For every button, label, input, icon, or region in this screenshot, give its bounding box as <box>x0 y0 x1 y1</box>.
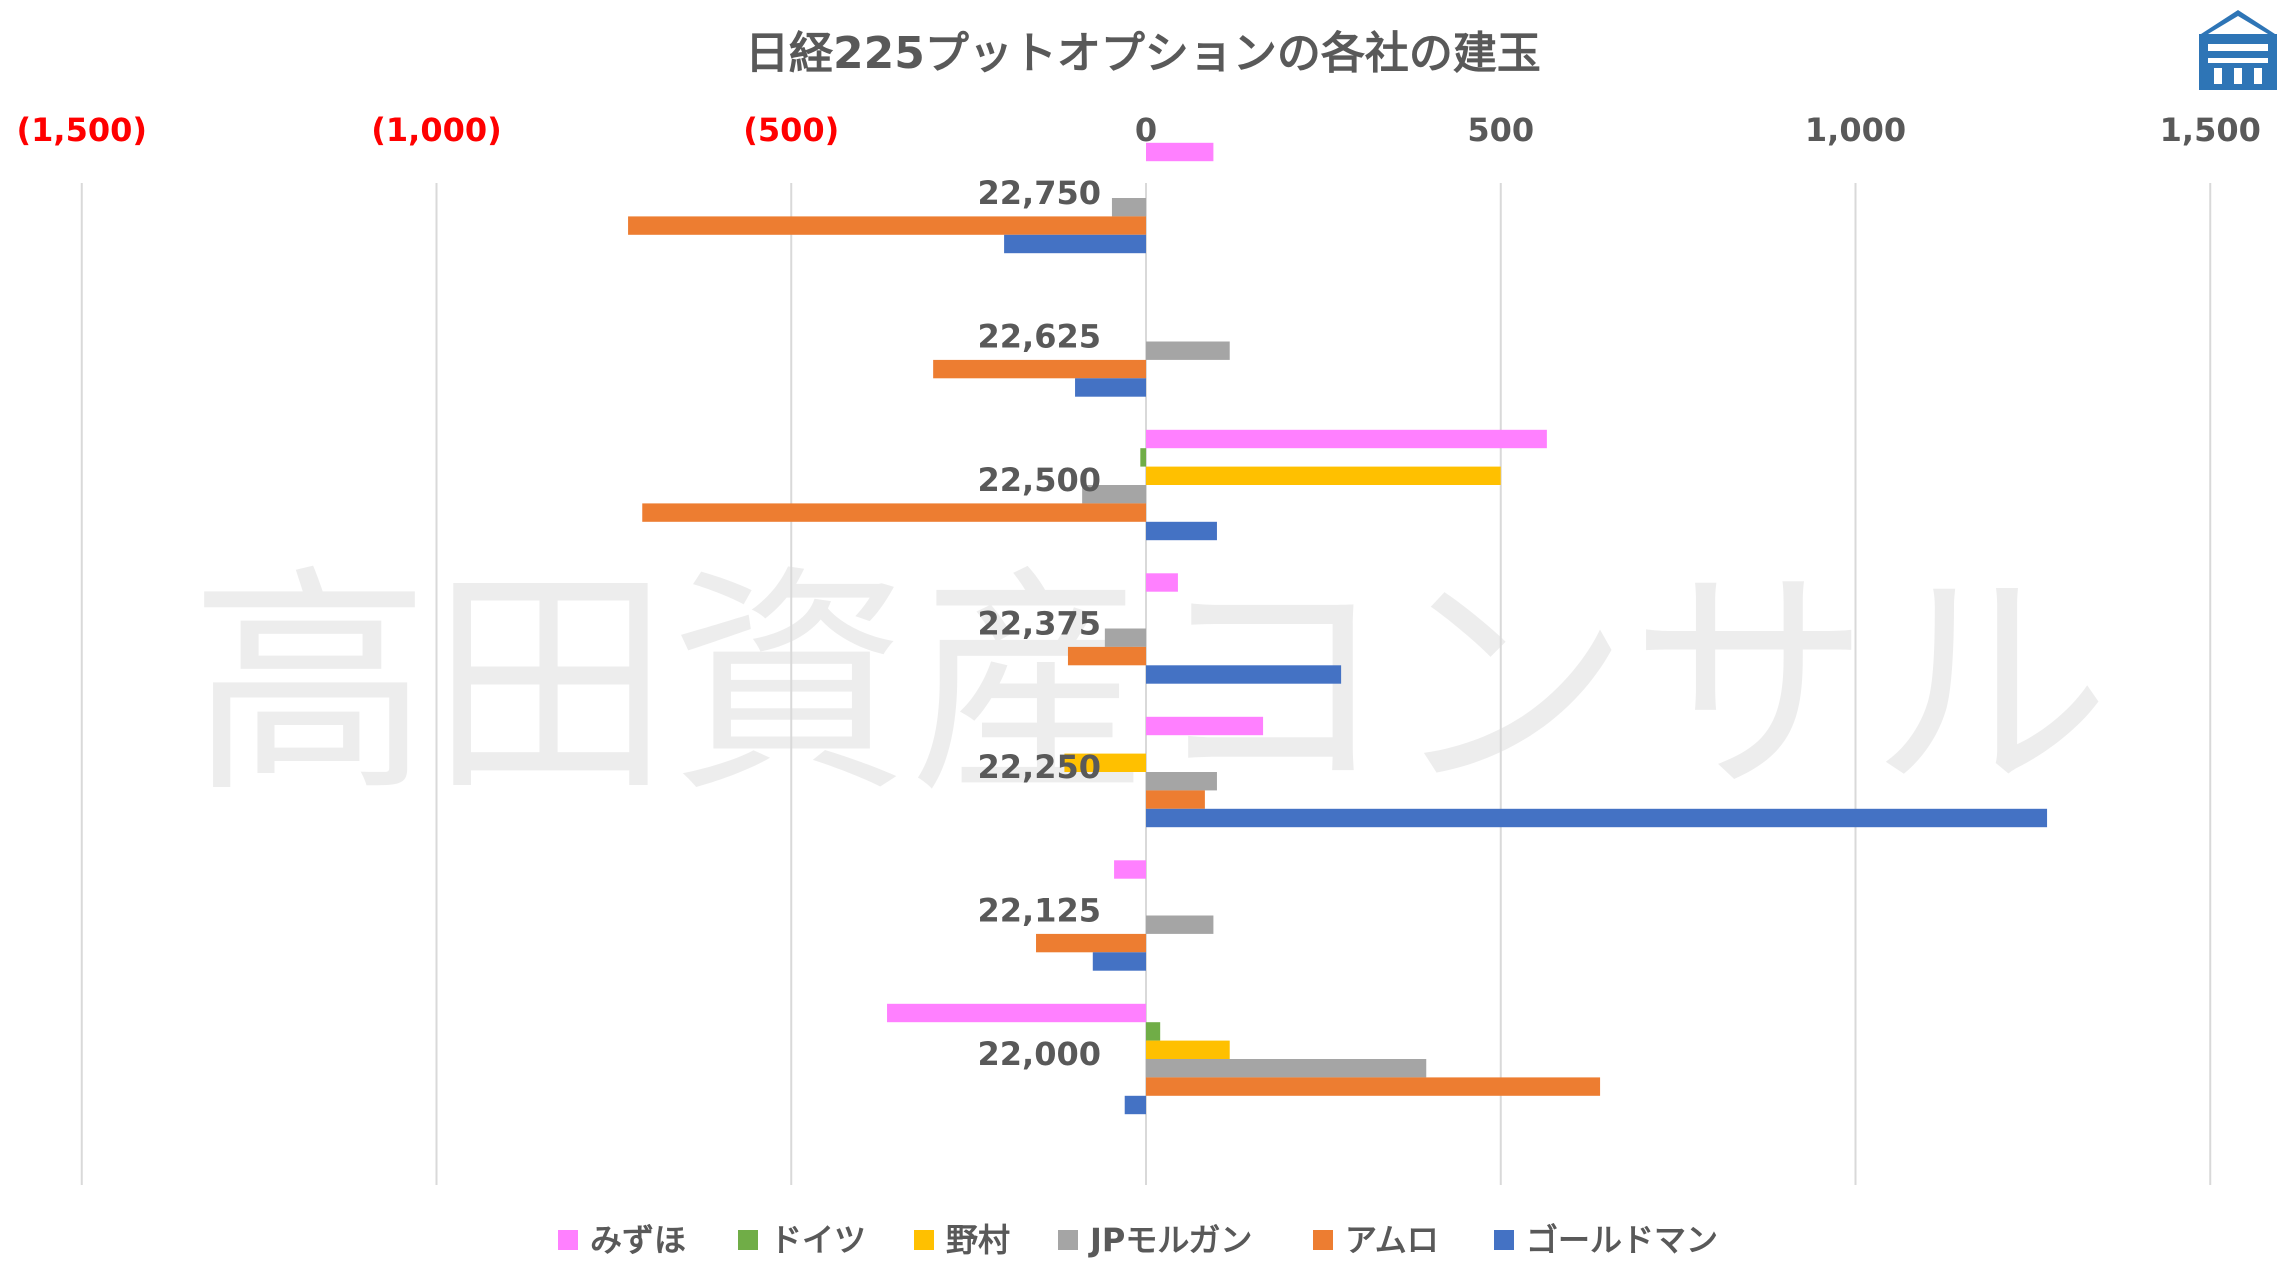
x-tick-label: 1,000 <box>1805 111 1906 149</box>
bar <box>1146 521 1217 541</box>
bar <box>1146 429 1547 449</box>
bar <box>933 359 1146 379</box>
category-label: 22,125 <box>978 892 1101 930</box>
legend-swatch <box>1058 1230 1078 1250</box>
x-tick-label: (500) <box>743 111 839 149</box>
x-tick-label: 500 <box>1467 111 1534 149</box>
legend-label: 野村 <box>946 1221 1010 1259</box>
bar <box>1146 790 1205 809</box>
bar <box>1104 628 1146 647</box>
legend-label: JPモルガン <box>1088 1221 1252 1259</box>
bar <box>1146 1077 1601 1096</box>
bar <box>1146 772 1217 791</box>
legend-label: アムロ <box>1345 1221 1439 1259</box>
bar <box>1146 573 1178 592</box>
category-labels: 22,750 22,625 22,500 22,375 22,250 22,125 22,0… <box>978 174 1101 1073</box>
category-label: 22,625 <box>978 318 1101 356</box>
legend-label: ドイツ <box>770 1221 866 1259</box>
bar <box>1146 341 1230 360</box>
bar <box>1146 466 1501 485</box>
chart-title: 日経225プットオプションの各社の建玉 <box>745 28 1541 79</box>
bar <box>1092 952 1146 971</box>
x-tick-labels: (1,500) (1,000) (500) 0 500 1,000 1,500 <box>17 111 2261 149</box>
category-label: 22,250 <box>978 748 1101 786</box>
legend-swatch <box>1494 1230 1514 1250</box>
bar <box>1146 665 1342 684</box>
bar <box>1146 142 1214 162</box>
bar <box>1146 915 1214 934</box>
bar <box>1146 1059 1427 1078</box>
legend-swatch <box>738 1230 758 1250</box>
bar <box>628 216 1146 235</box>
x-tick-label: (1,500) <box>17 111 147 149</box>
bar <box>1146 808 2048 828</box>
bar <box>1064 753 1146 772</box>
bar <box>1114 860 1146 879</box>
bar <box>1082 485 1146 504</box>
bar <box>1004 234 1146 254</box>
bar <box>1036 933 1146 953</box>
category-label: 22,750 <box>978 174 1101 212</box>
bar <box>887 1003 1146 1023</box>
legend-swatch <box>914 1230 934 1250</box>
x-tick-label: (1,000) <box>371 111 501 149</box>
legend: みずほ ドイツ 野村 JPモルガン アムロ ゴールドマン <box>558 1221 1718 1259</box>
legend-label: みずほ <box>590 1221 686 1259</box>
x-tick-label: 1,500 <box>2160 111 2261 149</box>
building-logo-icon <box>2199 10 2277 90</box>
bar <box>1124 1095 1146 1115</box>
bar <box>1111 198 1146 217</box>
bar <box>1140 448 1146 467</box>
category-label: 22,000 <box>978 1035 1101 1073</box>
bar <box>1146 1040 1230 1059</box>
bar <box>1146 1022 1161 1041</box>
bar <box>1075 378 1146 397</box>
bar <box>1067 646 1146 666</box>
bar <box>642 503 1146 522</box>
category-label: 22,500 <box>978 461 1101 499</box>
category-label: 22,375 <box>978 605 1101 643</box>
bars <box>628 142 2048 1115</box>
legend-label: ゴールドマン <box>1526 1221 1718 1259</box>
x-tick-label: 0 <box>1135 111 1157 149</box>
bar <box>1146 716 1264 736</box>
legend-swatch <box>1313 1230 1333 1250</box>
legend-swatch <box>558 1230 578 1250</box>
